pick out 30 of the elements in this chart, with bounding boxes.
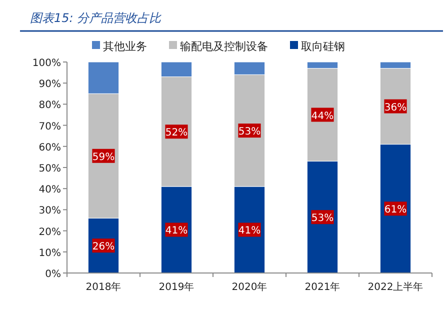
y-tick-label: 100% <box>32 58 61 69</box>
x-tick-label: 2021年 <box>304 281 340 293</box>
data-label: 36% <box>384 102 407 114</box>
y-tick-label: 60% <box>38 142 61 154</box>
x-tick-label: 2018年 <box>86 281 122 293</box>
data-label: 44% <box>311 110 334 122</box>
data-label: 59% <box>92 152 115 163</box>
y-tick-label: 10% <box>38 248 61 259</box>
chart-title: 图表15: 分产品营收占比 <box>30 11 162 25</box>
data-label: 26% <box>92 242 115 253</box>
data-label: 52% <box>165 128 188 139</box>
y-tick-label: 0% <box>45 269 61 280</box>
data-label: 53% <box>311 213 334 224</box>
data-label: 41% <box>238 226 261 237</box>
legend-label: 取向硅钢 <box>301 40 345 53</box>
legend-label: 其他业务 <box>103 40 147 53</box>
x-tick-label: 2019年 <box>158 281 194 293</box>
data-label: 41% <box>165 226 188 237</box>
y-tick-label: 50% <box>38 164 61 174</box>
y-tick-label: 70% <box>38 121 61 132</box>
y-tick-label: 40% <box>38 184 61 196</box>
y-tick-label: 20% <box>38 226 61 238</box>
x-tick-label: 2022上半年 <box>368 281 424 293</box>
x-tick-label: 2020年 <box>232 281 268 293</box>
data-label: 53% <box>238 126 261 138</box>
y-tick-label: 80% <box>38 100 61 112</box>
legend-label: 输配电及控制设备 <box>180 40 268 53</box>
y-tick-label: 30% <box>38 206 61 217</box>
data-label: 61% <box>384 204 407 216</box>
y-tick-label: 90% <box>38 79 61 90</box>
